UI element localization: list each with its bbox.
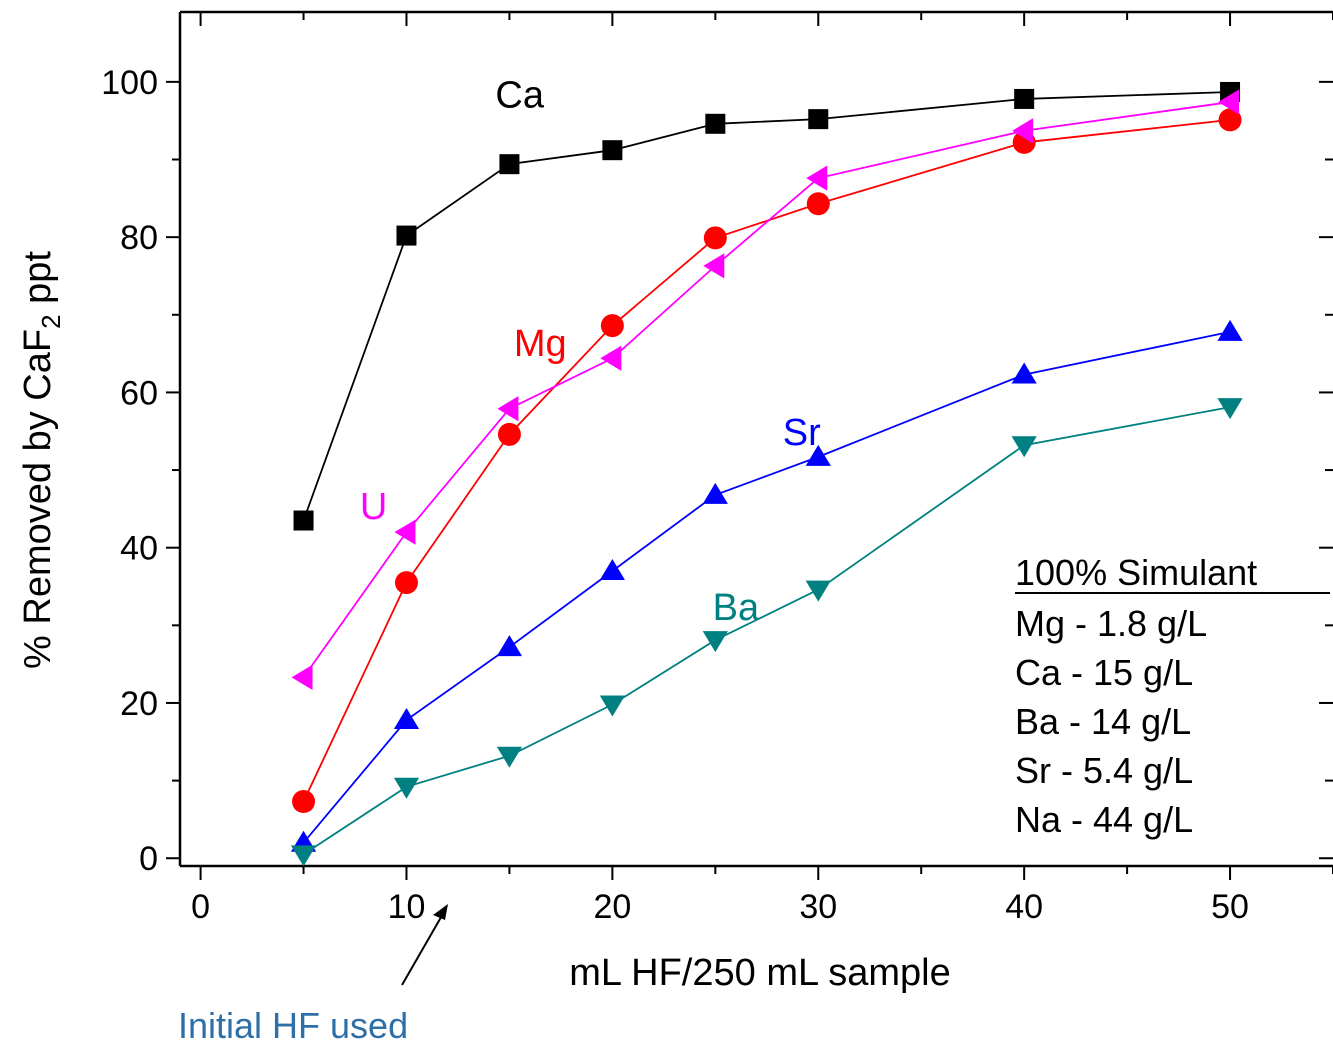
- x-tick-label: 0: [191, 888, 210, 926]
- y-axis-label: % Removed by CaF2 ppt: [17, 251, 66, 669]
- data-point: [394, 520, 415, 545]
- data-point: [497, 396, 518, 421]
- data-point: [806, 581, 831, 602]
- legend-entry: Na - 44 g/L: [1015, 799, 1193, 840]
- series-ca: [294, 82, 1241, 531]
- annotation-arrow-head: [433, 904, 448, 920]
- x-tick-label: 30: [799, 888, 837, 926]
- data-point: [600, 559, 625, 580]
- series-label-ba: Ba: [713, 587, 760, 629]
- data-point: [395, 571, 418, 594]
- data-point: [499, 154, 519, 174]
- legend-title: 100% Simulant: [1015, 552, 1257, 593]
- y-tick-label: 100: [101, 64, 158, 102]
- series-label-mg: Mg: [514, 323, 567, 365]
- data-point: [1217, 320, 1242, 341]
- data-point: [601, 314, 624, 337]
- y-tick-label: 0: [139, 840, 158, 878]
- legend-entry: Mg - 1.8 g/L: [1015, 603, 1207, 644]
- data-point: [1012, 436, 1037, 457]
- data-point: [394, 778, 419, 799]
- data-point: [806, 166, 827, 191]
- data-point: [704, 226, 727, 249]
- data-point: [705, 114, 725, 134]
- data-point: [807, 192, 830, 215]
- data-point: [292, 790, 315, 813]
- x-tick-label: 10: [388, 888, 426, 926]
- annotation-text: Initial HF used: [178, 1005, 408, 1045]
- x-tick-label: 40: [1005, 888, 1043, 926]
- data-point: [396, 226, 416, 246]
- data-point: [294, 511, 314, 531]
- series-label-u: U: [360, 486, 387, 528]
- data-point: [703, 483, 728, 504]
- data-point: [600, 696, 625, 717]
- data-point: [498, 423, 521, 446]
- labels-layer: Ca Mg U Sr Ba: [360, 75, 821, 629]
- data-point: [600, 346, 621, 371]
- data-point: [703, 631, 728, 652]
- legend-entry: Ba - 14 g/L: [1015, 701, 1191, 742]
- series-layer: [291, 82, 1243, 866]
- legend-entry: Ca - 15 g/L: [1015, 652, 1193, 693]
- y-tick-label: 20: [120, 685, 158, 723]
- x-axis-label: mL HF/250 mL sample: [569, 952, 951, 994]
- y-axis-label-tail: ppt: [17, 251, 59, 315]
- data-point: [602, 140, 622, 160]
- data-point: [394, 708, 419, 729]
- y-axis-label-subscript: 2: [36, 314, 66, 328]
- data-point: [1014, 89, 1034, 109]
- legend-entry: Sr - 5.4 g/L: [1015, 750, 1193, 791]
- series-label-sr: Sr: [783, 412, 821, 454]
- data-point: [497, 635, 522, 656]
- data-point: [497, 747, 522, 768]
- y-tick-label: 60: [120, 374, 158, 412]
- data-point: [808, 109, 828, 129]
- series-u: [292, 89, 1240, 689]
- y-axis-label-main: % Removed by CaF: [17, 329, 59, 669]
- y-tick-label: 80: [120, 219, 158, 257]
- y-tick-label: 40: [120, 530, 158, 568]
- x-tick-label: 50: [1211, 888, 1249, 926]
- series-line: [304, 92, 1231, 521]
- legend: 100% Simulant Mg - 1.8 g/L Ca - 15 g/L Ba -…: [1015, 552, 1330, 840]
- data-point: [291, 845, 316, 866]
- series-label-ca: Ca: [495, 75, 544, 117]
- x-tick-label: 20: [593, 888, 631, 926]
- data-point: [292, 665, 313, 690]
